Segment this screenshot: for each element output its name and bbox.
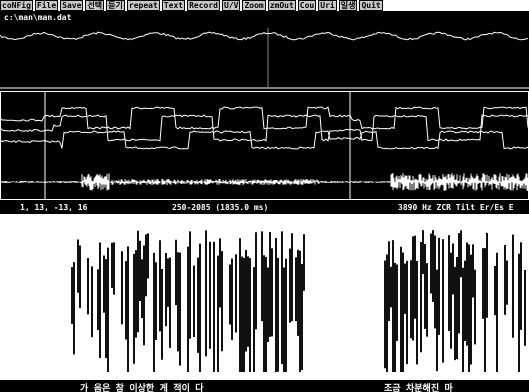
file-path: c:\man\man.dat (4, 13, 71, 22)
menu-button[interactable]: 일생 (339, 0, 358, 11)
menu-button[interactable]: Record (187, 0, 220, 11)
transcript-right: 조금 차분해진 마 (384, 381, 453, 392)
menu-button[interactable]: zmOut (268, 0, 296, 11)
menu-button[interactable]: Zoom (242, 0, 265, 11)
menu-button[interactable]: Quit (359, 0, 382, 11)
menu-button[interactable]: 선택 (85, 0, 104, 11)
menu-button[interactable]: Uri (318, 0, 336, 11)
menu-button[interactable]: 듣기 (106, 0, 125, 11)
screen: coNFigFileSave선택듣기repeatTextRecordU/VZoo… (0, 0, 529, 392)
menu-button[interactable]: coNFig (0, 0, 33, 11)
menu-button[interactable]: Text (162, 0, 185, 11)
range-info: 250-2085 (1835.0 ms) (172, 203, 268, 212)
menu-button[interactable]: Cou (298, 0, 316, 11)
menu-button[interactable]: repeat (127, 0, 160, 11)
cursor-info: 1, 13, -13, 16 (20, 203, 87, 212)
display (0, 0, 529, 392)
menu-button[interactable]: Save (60, 0, 83, 11)
measure-info: 3890 Hz ZCR Tilt Er/Es E (398, 203, 514, 212)
transcript-left: 가 음은 참 이상한 게 적이 다 (80, 381, 204, 392)
menu-button[interactable]: File (35, 0, 58, 11)
menu-button[interactable]: U/V (222, 0, 240, 11)
